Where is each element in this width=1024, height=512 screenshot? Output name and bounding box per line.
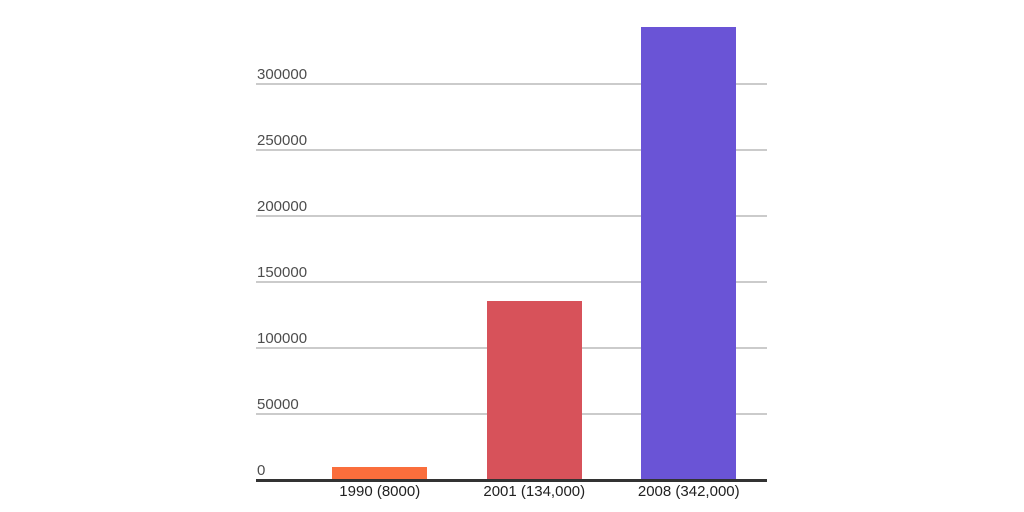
y-tick-label: 50000 xyxy=(257,395,299,413)
x-category-label: 2008 (342,000) xyxy=(637,483,740,500)
gridline xyxy=(256,82,767,85)
y-tick-label: 0 xyxy=(257,461,266,479)
gridline xyxy=(256,280,767,283)
y-tick-label: 250000 xyxy=(257,131,308,149)
bar xyxy=(332,467,428,480)
y-tick-label: 100000 xyxy=(257,329,308,347)
y-tick-label: 300000 xyxy=(257,65,308,83)
x-axis-line xyxy=(256,478,767,482)
x-category-label: 2001 (134,000) xyxy=(483,483,586,500)
y-tick-label: 150000 xyxy=(257,263,308,281)
x-category-label: 1990 (8000) xyxy=(339,483,421,500)
y-tick-label: 200000 xyxy=(257,197,308,215)
gridline xyxy=(256,148,767,151)
bar xyxy=(641,27,737,480)
gridline xyxy=(256,214,767,217)
bar xyxy=(486,301,582,480)
